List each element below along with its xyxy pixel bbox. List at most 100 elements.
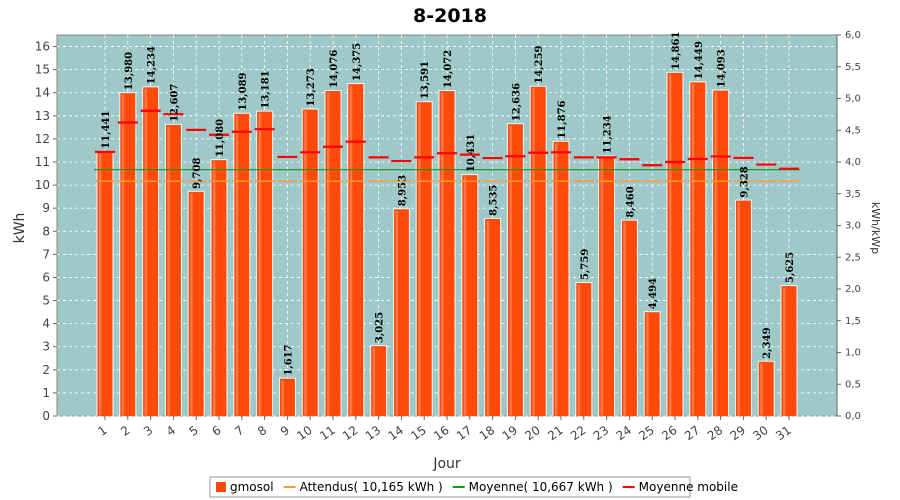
bar-highlight: [395, 210, 398, 416]
y2-tick-label: 6,0: [845, 30, 861, 41]
legend-swatch: [216, 482, 226, 492]
x-tick-label: 30: [750, 423, 771, 443]
x-tick-label: 13: [363, 423, 384, 443]
bar-highlight: [486, 220, 490, 416]
y-tick-label: 14: [35, 86, 50, 100]
y-tick-label: 3: [42, 340, 50, 354]
value-label: 3,025: [375, 312, 386, 343]
y2-tick-label: 1,5: [845, 316, 861, 327]
y2-tick-label: 2,5: [845, 252, 861, 263]
bar-highlight: [121, 94, 125, 416]
value-label: 4,494: [648, 278, 659, 309]
x-tick-label: 29: [728, 423, 749, 443]
bar-highlight: [213, 161, 216, 416]
value-label: 5,625: [785, 252, 796, 283]
legend-entry: Moyenne( 10,667 kWh ): [469, 480, 613, 494]
y-tick-label: 4: [42, 317, 50, 331]
y2-axis-label: kWh/kWp: [869, 202, 882, 254]
legend-entry: Attendus( 10,165 kWh ): [300, 480, 443, 494]
x-tick-label: 9: [278, 423, 292, 439]
chart-title: 8-2018: [413, 5, 487, 27]
value-label: 13,181: [261, 70, 272, 108]
value-label: 14,234: [147, 46, 158, 84]
value-label: 11,234: [603, 115, 614, 153]
y-tick-label: 15: [35, 63, 50, 77]
y-tick-label: 12: [35, 132, 50, 146]
value-label: 11,876: [557, 100, 568, 138]
x-tick-label: 17: [454, 423, 475, 443]
x-tick-label: 26: [659, 423, 680, 443]
bar-highlight: [418, 103, 421, 416]
y2-axis: 0,0 0,5 1,0 1,5 2,0 2,5 3,0 3,5 4,0 4,5 5,0 5,5 6,0: [836, 30, 861, 422]
y2-tick-label: 1,0: [845, 348, 861, 359]
bar-highlight: [235, 115, 239, 416]
value-label: 13,273: [306, 68, 317, 106]
bar-highlight: [783, 287, 786, 416]
x-tick-label: 15: [408, 423, 429, 443]
value-label: 14,072: [443, 50, 454, 88]
bar-highlight: [532, 88, 535, 416]
x-tick-label: 28: [705, 423, 726, 443]
bar-highlight: [167, 126, 170, 416]
y2-tick-label: 2,0: [845, 284, 861, 295]
y-tick-label: 10: [35, 178, 50, 192]
bar-highlight: [281, 380, 284, 416]
value-label: 14,375: [352, 43, 363, 81]
x-tick-label: 7: [232, 423, 246, 439]
y2-tick-label: 3,0: [845, 221, 861, 232]
value-label: 13,591: [420, 61, 431, 99]
x-tick-label: 31: [773, 423, 794, 443]
legend-entry: Moyenne mobile: [639, 480, 738, 494]
y-tick-label: 16: [35, 40, 50, 54]
legend: gmosol Attendus( 10,165 kWh ) Moyenne( 10,…: [209, 476, 738, 498]
y-tick-label: 1: [42, 386, 50, 400]
value-label: 11,080: [215, 119, 226, 157]
x-tick-label: 25: [636, 423, 657, 443]
value-label: 2,349: [762, 327, 773, 358]
y-tick-label: 0: [42, 409, 50, 423]
bar-highlight: [646, 313, 649, 416]
bar-highlight: [258, 113, 262, 416]
bar-highlight: [760, 363, 763, 416]
y-tick-label: 9: [42, 201, 50, 215]
y2-tick-label: 5,0: [845, 94, 861, 105]
x-tick-label: 4: [164, 423, 178, 439]
x-tick-label: 14: [386, 423, 407, 443]
overlay-lines: [94, 109, 800, 183]
x-tick-label: 12: [340, 423, 361, 443]
x-tick-label: 10: [294, 423, 315, 443]
bar-highlight: [509, 125, 512, 416]
x-tick-label: 8: [255, 423, 269, 439]
y2-tick-label: 4,0: [845, 157, 861, 168]
bar-highlight: [600, 158, 604, 416]
x-tick-label: 18: [477, 423, 498, 443]
bar-highlight: [737, 202, 740, 416]
x-tick-label: 27: [682, 423, 703, 443]
bar-highlight: [190, 193, 193, 416]
bar-highlight: [555, 143, 558, 416]
x-tick-label: 3: [141, 423, 155, 439]
value-label: 14,449: [694, 41, 705, 79]
y-tick-label: 11: [35, 155, 50, 169]
bar-highlight: [144, 88, 148, 416]
value-label: 9,328: [739, 166, 750, 197]
x-tick-label: 5: [187, 423, 201, 439]
value-labels: 11,441 13,980 14,234 12,607 9,708 11,080 13,08…: [101, 32, 796, 376]
y2-tick-label: 5,5: [845, 62, 861, 73]
x-tick-label: 22: [568, 423, 589, 443]
y-axis-label: kWh: [12, 213, 28, 244]
legend-entry: gmosol: [230, 480, 274, 494]
x-tick-label: 20: [522, 423, 543, 443]
bar-highlight: [304, 111, 307, 416]
bar-highlight: [623, 222, 626, 416]
value-label: 11,441: [101, 111, 112, 149]
x-axis-label: Jour: [432, 456, 461, 472]
bar-highlight: [441, 92, 444, 416]
x-tick-label: 23: [591, 423, 612, 443]
bar-highlight: [577, 284, 581, 416]
y2-tick-label: 0,0: [845, 411, 861, 422]
bar-highlight: [714, 92, 718, 416]
bar-highlight: [372, 347, 376, 416]
